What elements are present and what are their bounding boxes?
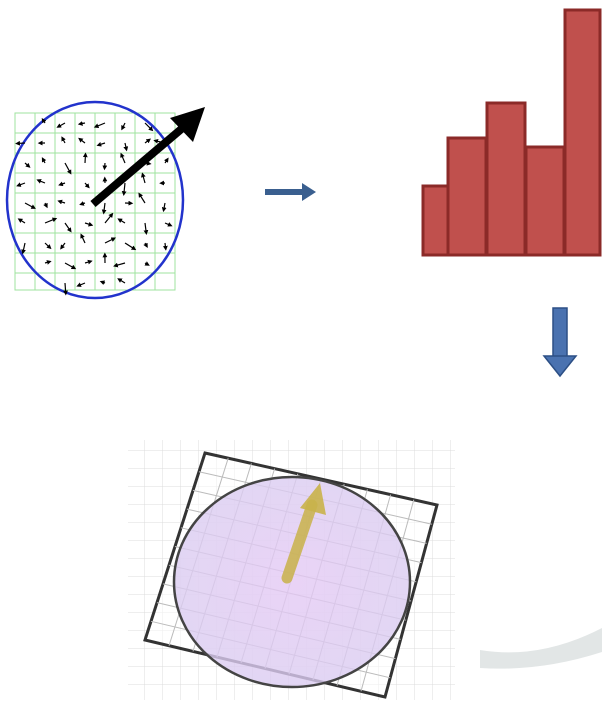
gradient-arrow [144, 160, 152, 166]
gradient-arrow [164, 222, 173, 227]
arrow-right-head [302, 183, 316, 201]
histogram-bar [421, 184, 450, 257]
gradient-arrow [44, 242, 52, 250]
gradient-arrow [99, 280, 106, 285]
gradient-arrow [144, 261, 150, 266]
gradient-arrow [101, 202, 107, 215]
gradient-arrow [77, 121, 86, 126]
gradient-arrow [36, 179, 46, 184]
gradient-arrow [41, 157, 47, 164]
gradient-arrow [61, 136, 66, 144]
gradient-arrow [144, 138, 151, 144]
histogram [421, 8, 602, 257]
gradient-field [5, 100, 205, 300]
gradient-arrow [93, 122, 106, 128]
gradient-arrow [117, 278, 126, 284]
gradient-arrow [113, 262, 126, 268]
gradient-arrow [138, 192, 146, 204]
gradient-arrow [104, 237, 117, 244]
gradient-arrow [56, 122, 66, 128]
gradient-arrow [44, 217, 58, 224]
gradient-arrow [163, 157, 169, 164]
orientation-arrow-shaft [281, 499, 318, 584]
patch-circle [172, 475, 412, 689]
histogram-bar [563, 8, 602, 257]
arrow-down-head [542, 355, 578, 378]
gradient-arrow [143, 222, 149, 235]
gradient-arrow [64, 262, 77, 270]
gradient-arrow [78, 137, 86, 144]
decorative-arc [480, 628, 602, 669]
gradient-arrow [64, 162, 72, 175]
gradient-arrow [44, 260, 52, 265]
arrow-down-shaft [552, 307, 568, 359]
dominant-orientation-shaft [90, 116, 195, 208]
gradient-arrow [63, 282, 68, 296]
gradient-arrow [141, 172, 146, 184]
gradient-arrow [60, 242, 66, 250]
gradient-arrow [143, 242, 148, 248]
descriptor-circle [5, 100, 185, 300]
gradient-arrow [64, 222, 72, 233]
gradient-arrow [153, 138, 166, 144]
gradient-arrow [84, 259, 93, 265]
gradient-arrow [121, 182, 127, 196]
histogram-bar [446, 136, 488, 257]
gradient-arrow [80, 233, 86, 244]
gradient-arrow [43, 202, 48, 209]
gradient-arrow [21, 242, 26, 255]
histogram-bar [524, 145, 566, 257]
gradient-arrow [162, 242, 168, 251]
gradient-arrow [124, 242, 137, 251]
gradient-arrow [57, 199, 66, 205]
gradient-arrow [79, 201, 86, 206]
gradient-arrow [17, 218, 26, 224]
gradient-arrow [41, 117, 47, 124]
gradient-arrow [24, 202, 36, 209]
gradient-arrow [76, 282, 86, 287]
gradient-arrow [117, 218, 126, 224]
gradient-arrow [96, 141, 106, 147]
histogram-bar [485, 101, 527, 257]
gradient-arrow [144, 122, 154, 132]
gradient-arrow [84, 221, 94, 227]
gradient-arrow [24, 162, 31, 168]
gradient-arrow [121, 122, 126, 131]
gradient-arrow [16, 182, 26, 187]
dominant-orientation-head [170, 107, 205, 142]
gradient-arrow [84, 182, 90, 189]
gradient-arrow [161, 202, 167, 213]
gradient-arrow [58, 181, 66, 187]
gradient-arrow [104, 212, 114, 224]
gradient-arrow [123, 142, 129, 152]
gradient-arrow [120, 152, 126, 164]
orientation-arrow-head [300, 483, 326, 515]
